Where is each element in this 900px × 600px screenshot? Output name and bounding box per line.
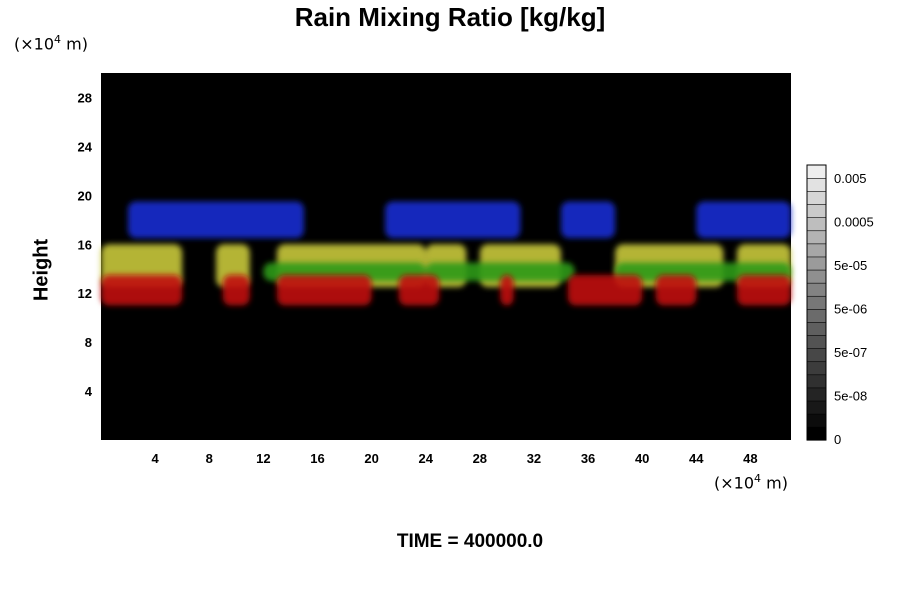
feature-lower-segment-3: [398, 274, 440, 306]
colorbar-swatch: [806, 387, 827, 402]
x-tick-label: 12: [256, 451, 270, 466]
colorbar-tick-label: 5e-05: [834, 258, 867, 273]
colorbar-swatch: [806, 269, 827, 284]
colorbar-swatch: [806, 400, 827, 415]
colorbar-swatch: [806, 282, 827, 297]
time-label: TIME = 400000.0: [396, 531, 544, 552]
data-layer: [101, 201, 791, 306]
colorbar-swatch: [806, 243, 827, 258]
y-tick-label: 4: [85, 384, 93, 399]
colorbar-swatch: [806, 256, 827, 271]
feature-lower-segment-0: [101, 274, 183, 306]
y-tick-label: 8: [85, 335, 92, 350]
colorbar-swatch: [806, 308, 827, 323]
x-axis-unit: (×104 m): [714, 472, 788, 493]
colorbar-swatch: [806, 190, 827, 205]
y-tick-label: 20: [78, 188, 92, 203]
colorbar-swatch: [806, 321, 827, 336]
colorbar: 0.005 0.0005 5e-05 5e-06 5e-07 5e-08 0: [806, 164, 874, 447]
feature-upper-segment-3: [696, 201, 791, 239]
feature-middle-edge-segment-1: [425, 262, 575, 281]
colorbar-tick-label: 0.0005: [834, 215, 874, 230]
colorbar-swatch: [806, 426, 827, 441]
chart-title: Rain Mixing Ratio [kg/kg]: [294, 2, 606, 32]
x-tick-label: 16: [310, 451, 324, 466]
colorbar-swatch: [806, 203, 827, 218]
colorbar-swatch: [806, 295, 827, 310]
colorbar-swatch: [806, 177, 827, 192]
feature-upper-segment-1: [385, 201, 521, 239]
feature-lower-segment-1: [222, 274, 250, 306]
colorbar-swatch: [806, 164, 827, 179]
x-tick-label: 4: [152, 451, 160, 466]
colorbar-tick-label: 0: [834, 432, 841, 447]
colorbar-tick-label: 5e-08: [834, 389, 867, 404]
colorbar-swatch: [806, 374, 827, 389]
x-tick-label: 40: [635, 451, 649, 466]
colorbar-tick-label: 0.005: [834, 171, 867, 186]
feature-upper-segment-2: [561, 201, 616, 239]
x-tick-label: 32: [527, 451, 541, 466]
colorbar-swatch: [806, 413, 827, 428]
x-tick-label: 48: [743, 451, 757, 466]
colorbar-swatch: [806, 348, 827, 363]
colorbar-tick-label: 5e-07: [834, 345, 867, 360]
x-tick-label: 20: [364, 451, 378, 466]
colorbar-swatch: [806, 217, 827, 232]
feature-lower-segment-6: [655, 274, 697, 306]
colorbar-frame: [806, 164, 827, 441]
y-tick-label: 12: [78, 286, 92, 301]
feature-upper-segment-0: [128, 201, 304, 239]
feature-lower-segment-7: [736, 274, 791, 306]
y-tick-label: 28: [78, 90, 92, 105]
y-tick-label: 24: [78, 139, 93, 154]
colorbar-swatch: [806, 361, 827, 376]
colorbar-swatch: [806, 334, 827, 349]
feature-lower-segment-2: [276, 274, 372, 306]
x-tick-label: 8: [206, 451, 213, 466]
x-tick-label: 24: [418, 451, 433, 466]
feature-lower: [101, 274, 791, 306]
feature-lower-segment-5: [567, 274, 643, 306]
colorbar-swatch: [806, 230, 827, 245]
x-tick-label: 44: [689, 451, 704, 466]
x-tick-label: 28: [473, 451, 487, 466]
y-axis-unit: (×104 m): [14, 33, 88, 54]
feature-upper: [128, 201, 791, 239]
feature-lower-segment-4: [500, 274, 514, 306]
x-tick-label: 36: [581, 451, 595, 466]
y-tick-label: 16: [78, 237, 92, 252]
colorbar-tick-label: 5e-06: [834, 302, 867, 317]
